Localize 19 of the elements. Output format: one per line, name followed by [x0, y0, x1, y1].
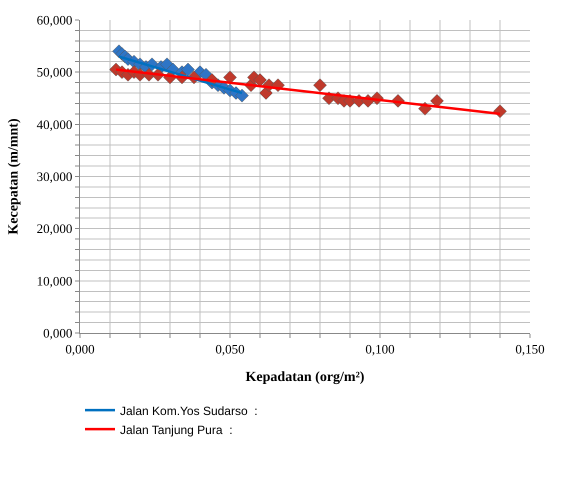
point [181, 62, 195, 76]
y-tick-label: 0,000 [43, 326, 72, 341]
x-tick-label: 0,050 [215, 342, 245, 357]
y-axis-title: Kecepatan (m/mnt) [6, 118, 22, 235]
y-tick-label: 20,000 [36, 221, 72, 236]
y-tick-label: 30,000 [36, 169, 72, 184]
y-tick-label: 50,000 [36, 64, 72, 80]
point [313, 78, 327, 92]
x-tick-label: 0,000 [65, 342, 95, 357]
x-tick-label: 0,150 [515, 342, 545, 357]
y-tick-label: 60,000 [36, 12, 72, 28]
legend-label: Jalan Tanjung Pura : [120, 422, 233, 437]
point [430, 94, 444, 108]
y-tick-label: 40,000 [36, 116, 72, 132]
point [253, 73, 267, 87]
x-tick-label: 0,100 [365, 342, 395, 357]
x-axis-title: Kepadatan (org/m²) [246, 370, 365, 385]
y-tick-label: 10,000 [36, 273, 72, 288]
legend-label: Jalan Kom.Yos Sudarso : [120, 404, 258, 418]
